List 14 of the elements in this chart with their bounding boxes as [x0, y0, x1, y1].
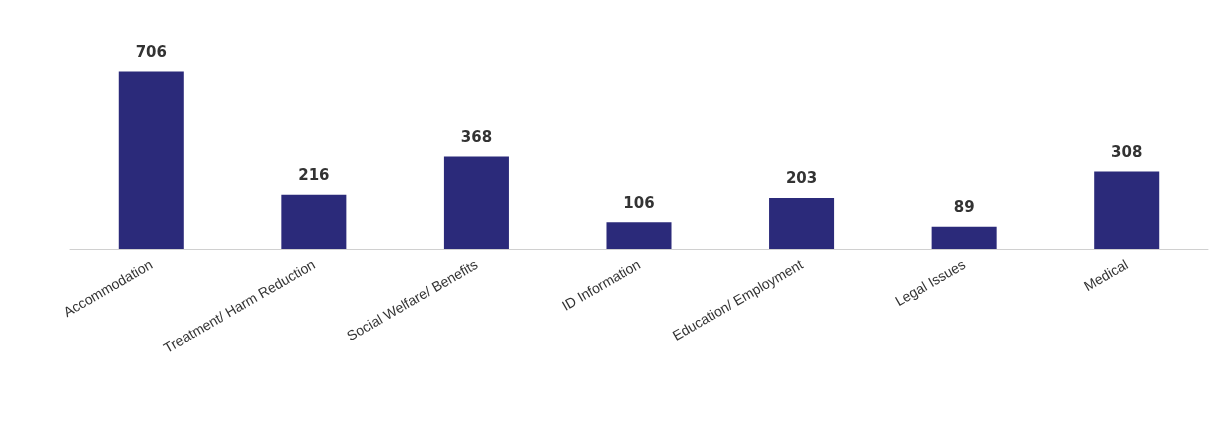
data-label: 706: [135, 43, 167, 62]
bar: [769, 198, 835, 249]
bar: [281, 194, 347, 249]
data-label: 368: [460, 128, 493, 147]
bar: [606, 222, 672, 249]
bar: [931, 226, 997, 249]
data-label: 308: [1111, 143, 1143, 162]
data-label: 106: [623, 193, 655, 212]
bar: [118, 71, 184, 249]
bar: [1094, 171, 1160, 249]
data-label: 203: [785, 169, 818, 188]
data-label: 89: [953, 198, 975, 217]
bar: [443, 156, 509, 249]
data-label: 216: [298, 166, 330, 185]
